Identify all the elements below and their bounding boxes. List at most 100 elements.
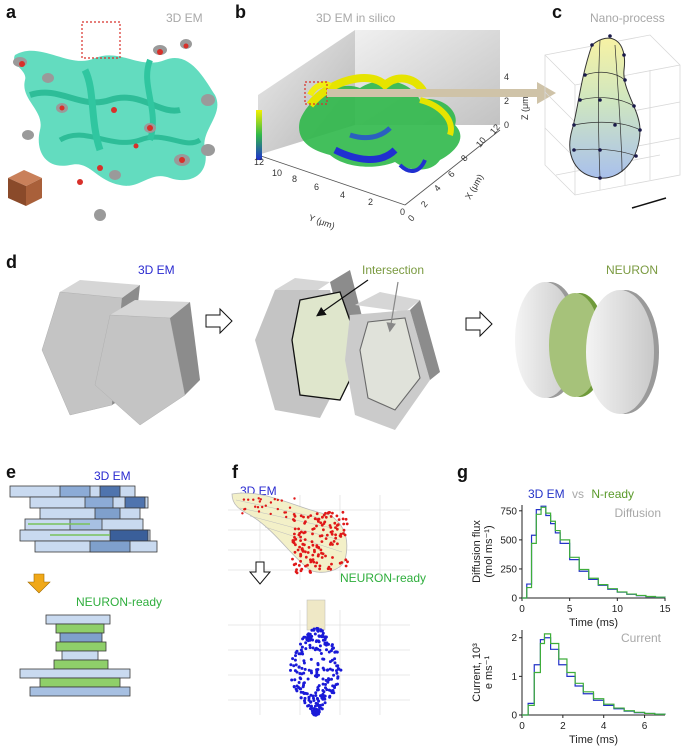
em-point: [314, 564, 317, 568]
em-prisms-left: [41, 280, 200, 426]
nr-point: [303, 701, 307, 705]
em-point: [299, 514, 303, 518]
em-point: [310, 540, 314, 544]
nr-point: [334, 683, 338, 687]
em-point: [303, 538, 307, 541]
nr-point: [314, 691, 318, 695]
svg-text:0: 0: [406, 213, 417, 223]
nr-point: [312, 710, 316, 713]
em-point: [298, 545, 301, 549]
svg-text:10: 10: [272, 168, 282, 178]
em-point: [304, 555, 308, 559]
em-point: [300, 530, 303, 534]
svg-text:2: 2: [368, 197, 373, 207]
nr-point: [331, 668, 335, 672]
em-point: [318, 567, 321, 571]
em-point: [257, 497, 260, 500]
nr-point: [321, 638, 325, 642]
orange-down-arrow: [27, 573, 51, 594]
panel-g-legend: 3D EM vs N-ready: [528, 487, 634, 501]
y-axis-label-units: (mol ms⁻¹): [483, 525, 495, 577]
em-point: [300, 567, 304, 571]
nr-point: [297, 665, 301, 669]
em-point: [285, 515, 288, 519]
em-point: [321, 515, 324, 519]
panel-e-em-label: 3D EM: [94, 469, 131, 483]
em-point: [329, 567, 333, 571]
em-point: [334, 526, 337, 529]
panel-e-ready-label: NEURON-ready: [76, 595, 162, 609]
y-tick-label: 1: [511, 672, 517, 683]
em-point: [315, 524, 318, 528]
y-axis-label-units: e ms⁻¹: [483, 656, 495, 690]
nr-point: [336, 664, 340, 668]
nr-point: [321, 682, 325, 686]
em-prisms-intersection: [255, 270, 440, 430]
em-point: [297, 564, 301, 567]
em-point: [336, 542, 339, 546]
nr-point: [304, 647, 308, 651]
z-axis-ticks: 0 2 4: [504, 72, 509, 130]
em-point: [344, 564, 348, 568]
em-point: [335, 524, 339, 527]
em-segment-shape: [231, 492, 348, 573]
nr-point: [307, 668, 311, 672]
em-point: [334, 536, 338, 540]
nr-point: [302, 683, 305, 687]
em-point: [313, 548, 316, 552]
nano-process-mesh: [569, 34, 642, 180]
svg-text:12: 12: [488, 122, 502, 136]
em-point: [252, 498, 255, 501]
nr-point: [324, 635, 328, 639]
em-point: [256, 506, 260, 509]
nr-point: [315, 707, 319, 711]
em-point: [324, 537, 328, 540]
em-point: [317, 553, 320, 556]
em-point: [261, 505, 264, 509]
em-point: [322, 528, 325, 532]
nr-point: [324, 683, 327, 686]
em-point: [299, 552, 302, 556]
em-segment-stack: [9, 485, 158, 553]
svg-text:8: 8: [292, 174, 297, 184]
em-point: [335, 514, 339, 518]
nr-point: [313, 632, 317, 636]
nr-point: [293, 678, 297, 682]
em-point: [329, 515, 333, 518]
panel-e: e 3D EM NEURON-ready: [6, 462, 162, 697]
em-point: [332, 540, 336, 543]
nr-point: [300, 650, 304, 654]
panel-f-ready-label: NEURON-ready: [340, 571, 426, 585]
panel-c: c Nano-process: [544, 2, 681, 209]
panel-d: d 3D EM Intersection NEURON: [6, 252, 659, 430]
em-point: [309, 514, 313, 517]
nr-point: [325, 648, 328, 652]
em-point: [302, 531, 306, 535]
em-point: [345, 522, 349, 526]
nr-point: [307, 698, 311, 702]
nr-point: [316, 629, 320, 633]
x-tick-label: 5: [567, 604, 573, 615]
nr-point: [339, 668, 343, 672]
panel-label-b: b: [235, 2, 246, 22]
nr-point: [321, 633, 325, 637]
y-tick-label: 0: [511, 711, 517, 722]
em-point: [299, 535, 302, 539]
em-point: [321, 552, 325, 556]
em-point: [293, 519, 296, 522]
em-point: [294, 570, 298, 574]
nr-point: [332, 673, 336, 677]
neuron-ready-stack: [19, 614, 131, 697]
em-point: [318, 564, 322, 568]
x-tick-label: 0: [519, 721, 525, 732]
nr-point: [335, 671, 339, 675]
em-point: [313, 517, 317, 521]
em-point: [325, 533, 329, 537]
nr-point: [306, 633, 310, 637]
em-point: [257, 510, 261, 513]
x-tick-label: 2: [560, 721, 566, 732]
nr-point: [330, 647, 334, 651]
em-point: [303, 543, 306, 547]
em-point: [243, 508, 246, 511]
